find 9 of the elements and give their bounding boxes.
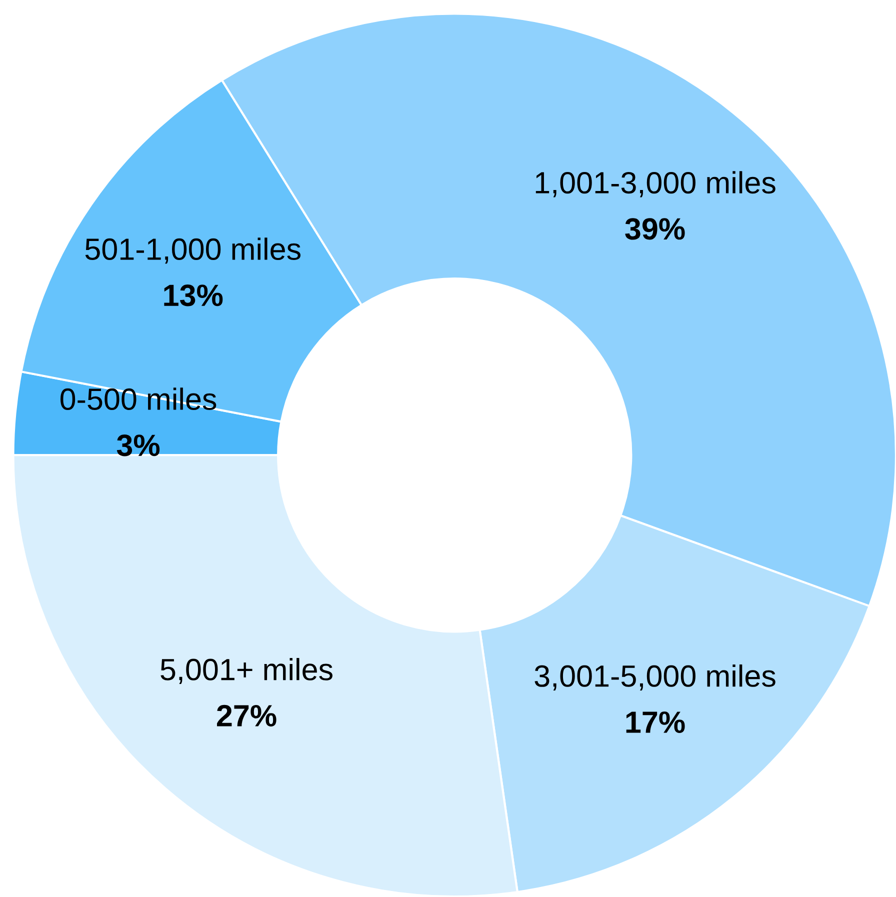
data-label: 3% [116,434,160,456]
data-label: 39% [625,218,685,240]
data-label: 17% [626,711,685,733]
slice-label: 501-1,000 miles [85,238,300,264]
slice-label: 1,001-3,000 miles [536,171,776,198]
slice-label: 5,001+ miles [160,658,332,684]
data-label: 27% [216,704,276,726]
slice-label: 3,001-5,000 miles [534,664,776,691]
data-label: 13% [164,284,223,306]
